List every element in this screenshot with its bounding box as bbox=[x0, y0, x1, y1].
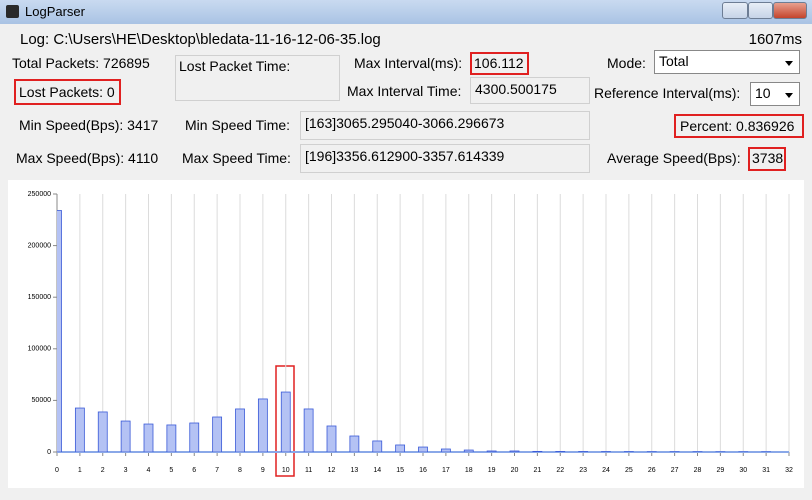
y-tick-label: 250000 bbox=[28, 191, 51, 198]
close-button[interactable] bbox=[773, 2, 807, 19]
x-tick-label: 25 bbox=[625, 467, 633, 474]
y-tick-label: 200000 bbox=[28, 242, 51, 249]
x-tick-label: 24 bbox=[602, 467, 610, 474]
x-tick-label: 8 bbox=[238, 467, 242, 474]
x-tick-label: 29 bbox=[716, 467, 724, 474]
x-tick-label: 19 bbox=[488, 467, 496, 474]
bar bbox=[120, 420, 131, 452]
min-speed-time-field[interactable]: [163]3065.295040-3066.296673 bbox=[300, 111, 590, 140]
x-tick-label: 17 bbox=[442, 467, 450, 474]
x-tick-label: 27 bbox=[671, 467, 679, 474]
max-speed-time-field[interactable]: [196]3356.612900-3357.614339 bbox=[300, 144, 590, 173]
label: Lost Packet Time: bbox=[179, 58, 291, 74]
x-tick-label: 0 bbox=[55, 467, 59, 474]
highlight-box bbox=[470, 52, 529, 75]
x-tick-label: 3 bbox=[124, 467, 128, 474]
bar bbox=[235, 408, 245, 452]
y-tick-label: 0 bbox=[47, 449, 51, 456]
label: Reference Interval(ms): bbox=[594, 85, 741, 101]
bar bbox=[212, 416, 223, 452]
highlight-box bbox=[14, 79, 121, 105]
lost-packet-time-list[interactable] bbox=[175, 55, 340, 101]
bar bbox=[532, 450, 543, 452]
bar bbox=[326, 425, 337, 452]
max-speed: Max Speed(Bps): 4110 bbox=[16, 150, 159, 166]
bar bbox=[97, 411, 108, 452]
bar bbox=[74, 407, 85, 452]
x-tick-label: 30 bbox=[739, 467, 747, 474]
bar bbox=[280, 391, 291, 452]
app-icon bbox=[6, 5, 19, 18]
minimize-button[interactable] bbox=[722, 2, 748, 19]
maximize-button[interactable] bbox=[748, 2, 773, 19]
label: Max Interval Time: bbox=[347, 83, 462, 99]
x-tick-label: 15 bbox=[396, 467, 404, 474]
bar bbox=[349, 435, 360, 452]
x-tick-label: 2 bbox=[101, 467, 105, 474]
lost-packets: Lost Packets: 0 bbox=[19, 84, 115, 100]
label: Max Speed Time: bbox=[182, 150, 291, 166]
x-tick-label: 11 bbox=[305, 467, 312, 474]
x-tick-label: 1 bbox=[78, 467, 82, 474]
x-tick-label: 12 bbox=[328, 467, 336, 474]
x-tick-label: 20 bbox=[511, 467, 519, 474]
bar bbox=[57, 210, 62, 452]
elapsed-time: 1607ms bbox=[748, 31, 802, 48]
mode-select[interactable]: Total bbox=[654, 50, 800, 74]
bar bbox=[372, 440, 383, 452]
x-tick-label: 9 bbox=[261, 467, 265, 474]
bar bbox=[257, 398, 268, 452]
label: Min Speed Time: bbox=[185, 117, 291, 133]
chart: 0 1 2 3 4 5 6 7 8 9 10 11 12 13 14 15 16 17 18 19 20 21 22 23 24… bbox=[8, 180, 804, 488]
x-tick-label: 32 bbox=[785, 467, 793, 474]
average-speed-value: 3738 bbox=[752, 150, 784, 166]
bar bbox=[509, 450, 520, 452]
max-interval-value: 106.112 bbox=[474, 55, 524, 71]
x-tick-label: 5 bbox=[169, 467, 173, 474]
x-tick-label: 4 bbox=[147, 467, 151, 474]
x-tick-label: 7 bbox=[215, 467, 219, 474]
bar bbox=[555, 451, 566, 452]
y-tick-label: 100000 bbox=[28, 346, 51, 353]
title-bar: LogParser bbox=[0, 0, 812, 24]
x-tick-label: 21 bbox=[533, 467, 541, 474]
total-packets: Total Packets: 726895 bbox=[12, 55, 150, 71]
x-tick-label: 28 bbox=[694, 467, 702, 474]
x-tick-label: 14 bbox=[373, 467, 381, 474]
label: Average Speed(Bps): bbox=[607, 150, 741, 166]
bar bbox=[303, 408, 314, 452]
bar bbox=[143, 423, 154, 452]
highlight-box bbox=[674, 114, 804, 138]
bar bbox=[486, 450, 497, 452]
x-tick-label: 16 bbox=[419, 467, 427, 474]
x-tick-label: 10 bbox=[282, 467, 290, 474]
x-tick-label: 23 bbox=[579, 467, 587, 474]
highlight-box bbox=[275, 365, 295, 477]
bar bbox=[395, 444, 406, 452]
window-title: LogParser bbox=[25, 4, 85, 19]
bar bbox=[418, 446, 428, 452]
label: Mode: bbox=[607, 55, 646, 71]
bar bbox=[463, 449, 474, 452]
bar bbox=[189, 422, 200, 452]
x-tick-label: 6 bbox=[192, 467, 196, 474]
label: Max Interval(ms): bbox=[354, 55, 463, 71]
x-tick-label: 31 bbox=[762, 467, 770, 474]
percent: Percent: 0.836926 bbox=[680, 118, 795, 134]
bar bbox=[166, 424, 177, 452]
min-speed: Min Speed(Bps): 3417 bbox=[19, 117, 159, 133]
x-tick-label: 18 bbox=[465, 467, 473, 474]
highlight-box bbox=[748, 147, 786, 171]
y-tick-label: 150000 bbox=[28, 294, 51, 301]
x-tick-label: 13 bbox=[350, 467, 358, 474]
bar bbox=[440, 448, 451, 452]
log-path: Log: C:\Users\HE\Desktop\bledata-11-16-1… bbox=[20, 31, 381, 48]
y-tick-label: 50000 bbox=[32, 397, 52, 404]
max-interval-time-field[interactable]: 4300.500175 bbox=[470, 77, 590, 104]
x-tick-label: 26 bbox=[648, 467, 656, 474]
reference-interval-select[interactable]: 10 bbox=[750, 82, 800, 106]
x-tick-label: 22 bbox=[556, 467, 564, 474]
